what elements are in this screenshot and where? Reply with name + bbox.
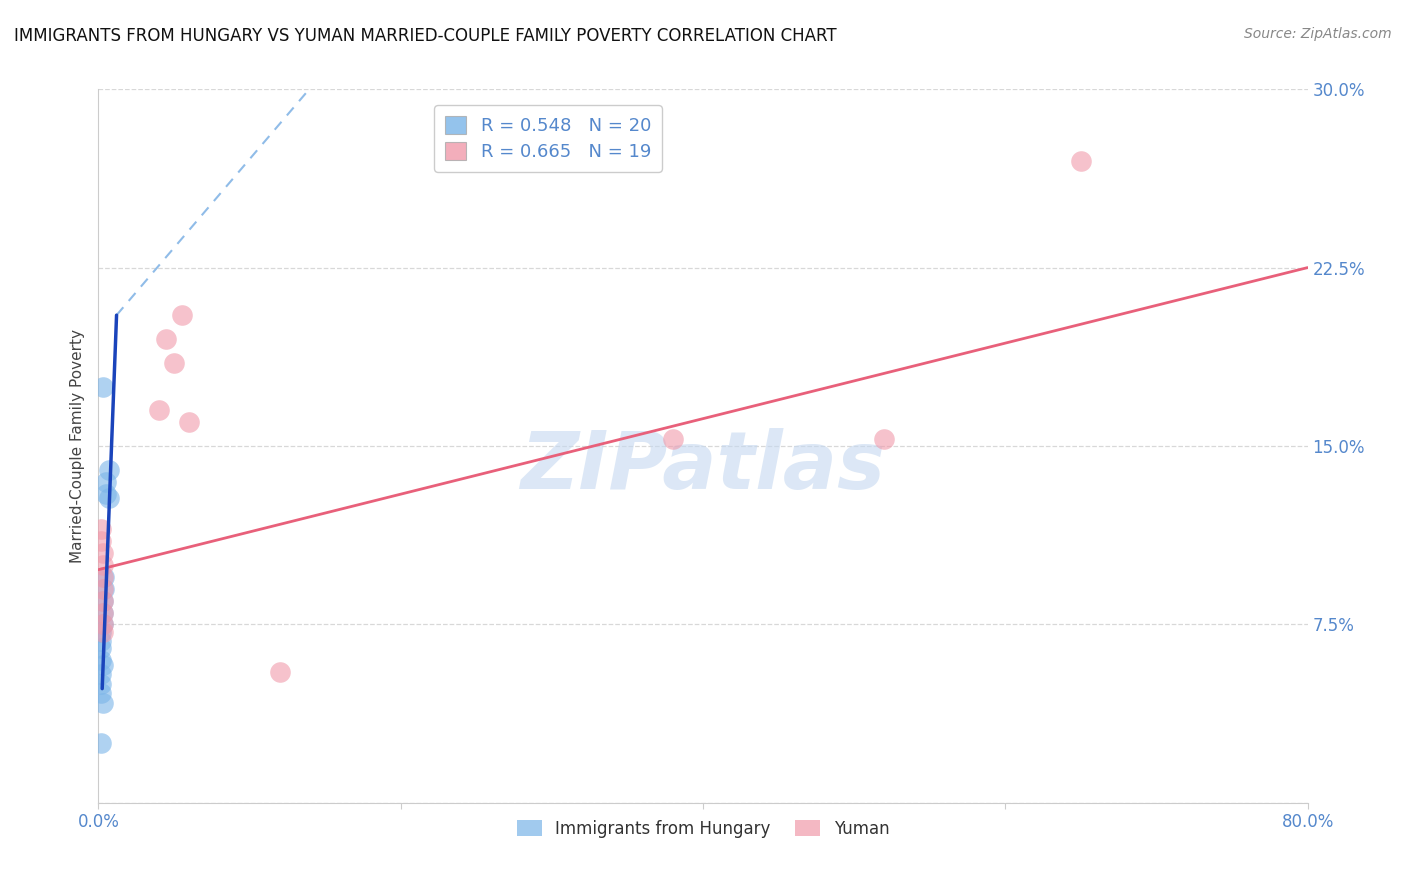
Point	[90, 736, 112, 750]
Point	[90, 634, 112, 648]
Point	[163, 356, 186, 370]
Text: Source: ZipAtlas.com: Source: ZipAtlas.com	[1244, 27, 1392, 41]
Point	[148, 403, 170, 417]
Point	[90, 677, 112, 691]
Point	[91, 624, 114, 639]
Point	[90, 641, 112, 656]
Point	[90, 534, 112, 549]
Point	[90, 667, 112, 681]
Point	[91, 379, 114, 393]
Point	[90, 686, 112, 700]
Point	[94, 475, 117, 489]
Point	[661, 432, 683, 446]
Legend: Immigrants from Hungary, Yuman: Immigrants from Hungary, Yuman	[510, 814, 896, 845]
Point	[91, 606, 114, 620]
Point	[91, 582, 114, 596]
Point	[91, 617, 114, 632]
Point	[90, 522, 112, 536]
Point	[91, 617, 114, 632]
Point	[94, 486, 117, 500]
Point	[93, 582, 115, 596]
Point	[873, 432, 896, 446]
Point	[91, 657, 114, 672]
Point	[91, 546, 114, 560]
Point	[91, 558, 114, 572]
Point	[179, 415, 201, 429]
Y-axis label: Married-Couple Family Poverty: Married-Couple Family Poverty	[69, 329, 84, 563]
Point	[93, 570, 115, 584]
Point	[98, 491, 121, 506]
Point	[90, 653, 112, 667]
Point	[170, 308, 193, 322]
Point	[91, 593, 114, 607]
Text: IMMIGRANTS FROM HUNGARY VS YUMAN MARRIED-COUPLE FAMILY POVERTY CORRELATION CHART: IMMIGRANTS FROM HUNGARY VS YUMAN MARRIED…	[14, 27, 837, 45]
Text: ZIPatlas: ZIPatlas	[520, 428, 886, 507]
Point	[91, 696, 114, 710]
Point	[91, 570, 114, 584]
Point	[90, 624, 112, 639]
Point	[155, 332, 177, 346]
Point	[269, 665, 291, 679]
Point	[1070, 153, 1092, 168]
Point	[91, 606, 114, 620]
Point	[91, 593, 114, 607]
Point	[98, 463, 121, 477]
